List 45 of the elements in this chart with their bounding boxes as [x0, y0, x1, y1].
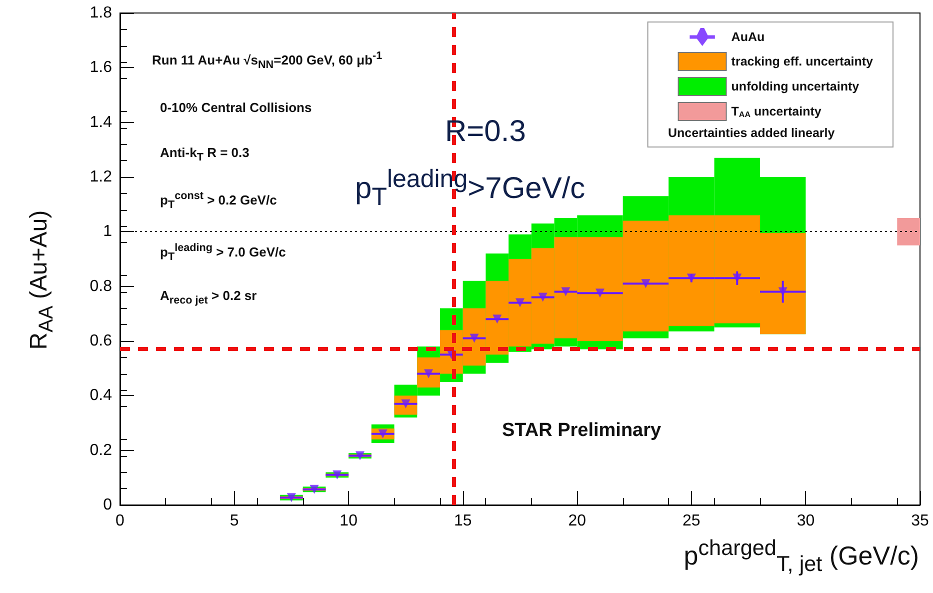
y-tick-label: 1	[103, 223, 112, 240]
legend-label: unfolding uncertainty	[731, 80, 860, 94]
y-tick-label: 0.2	[90, 442, 112, 459]
y-tick-label: 1.2	[90, 168, 112, 186]
point	[356, 451, 364, 460]
annotation: p$_{T}$$^{leading}$>7GeV/c	[355, 165, 586, 212]
annotation: STAR Preliminary	[502, 420, 662, 442]
x-tick-label: 35	[911, 512, 929, 530]
x-tick-label: 30	[796, 512, 815, 530]
annotation: p$_{T}$$^{const}$ > 0.2 GeV/c	[160, 190, 277, 211]
x-axis-title: p$^{charged}$$_{T, jet}$ (GeV/c)	[684, 535, 919, 577]
x-tick-label: 10	[340, 512, 358, 530]
bar	[897, 218, 920, 246]
annotation: p$_{T}$$^{leading}$ > 7.0 GeV/c	[160, 242, 286, 263]
x-tick-label: 20	[568, 512, 586, 530]
annotation: A$_{reco jet}$ > 0.2 sr	[160, 288, 257, 307]
point	[538, 292, 548, 302]
y-tick-label: 0.8	[90, 278, 112, 295]
point	[596, 288, 604, 298]
legend-label: tracking eff. uncertainty	[731, 54, 874, 68]
x-tick-label: 15	[454, 512, 472, 530]
point	[332, 470, 342, 480]
point	[286, 493, 296, 502]
point	[641, 279, 650, 288]
y-tick-label: 0.6	[90, 332, 112, 350]
annotation: R=0.3	[445, 115, 526, 149]
annotation: 0-10% Central Collisions	[160, 100, 312, 115]
x-tick-label: 0	[116, 512, 125, 530]
y-tick-label: 1.4	[90, 114, 112, 131]
legend-label: AuAu	[731, 30, 765, 44]
x-tick-label: 5	[230, 512, 239, 530]
point	[310, 484, 319, 494]
annotation: Anti-k$_{T}$ R = 0.3	[160, 145, 250, 164]
point	[561, 287, 570, 296]
point	[516, 298, 524, 308]
y-tick-label: 0.4	[90, 387, 112, 404]
annotation: Uncertainties added linearly	[668, 126, 835, 140]
y-tick-label: 1.6	[90, 59, 112, 76]
x-tick-label: 25	[682, 512, 700, 530]
y-tick-label: 0	[103, 496, 112, 514]
point	[492, 314, 502, 324]
point	[686, 274, 696, 283]
annotation: Run 11 Au+Au √s$_{NN}$=200 GeV, 60 μb$^{-1}$	[152, 50, 382, 71]
point	[470, 334, 479, 343]
y-tick-label: 1.8	[90, 4, 112, 22]
